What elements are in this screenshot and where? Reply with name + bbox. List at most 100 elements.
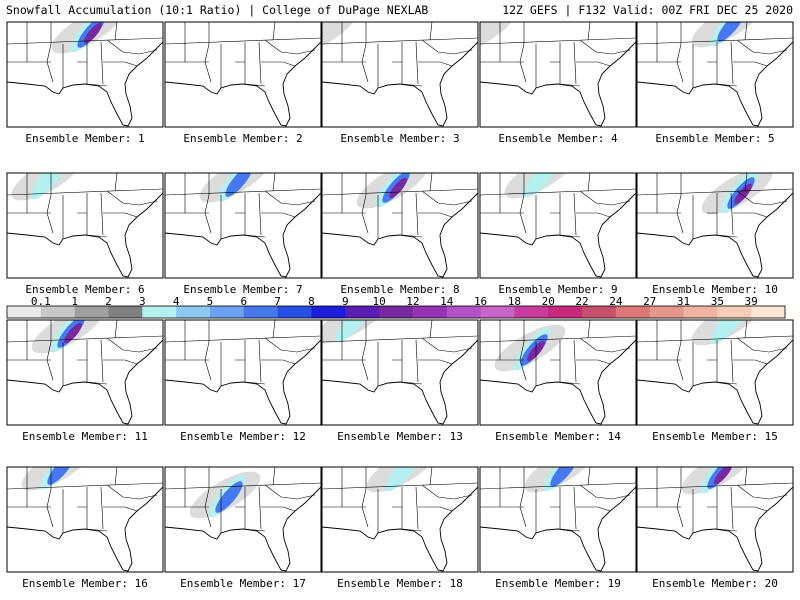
legend-label: 35: [711, 295, 724, 308]
snow-swath: [717, 22, 745, 42]
legend-frame: [6, 305, 786, 319]
map-content: [7, 22, 163, 127]
legend-label: 18: [508, 295, 521, 308]
map-panel: [6, 21, 164, 128]
panel-frame: [321, 466, 479, 573]
panel-label: Ensemble Member: 3: [340, 132, 459, 145]
legend-swatch: [311, 306, 346, 318]
panel-frame: [636, 466, 794, 573]
snow-swath: [215, 481, 243, 513]
map-content: [322, 467, 478, 572]
panel-frame: [636, 319, 794, 426]
legend-label: 7: [274, 295, 281, 308]
map-content: [480, 173, 636, 278]
map-content: [165, 173, 321, 278]
legend-label: 2: [105, 295, 112, 308]
map-panel: [164, 319, 322, 426]
legend-label: 22: [575, 295, 588, 308]
panel-label: Ensemble Member: 19: [495, 577, 621, 590]
panel-label: Ensemble Member: 7: [183, 283, 302, 296]
legend-swatch: [649, 306, 685, 318]
snow-swath: [335, 320, 373, 343]
panel-frame: [6, 466, 164, 573]
map-panel: [321, 172, 479, 279]
snow-light: [21, 467, 93, 491]
legend-swatch: [277, 306, 312, 318]
panel-frame: [479, 172, 637, 279]
legend-swatch: [7, 306, 42, 318]
legend-swatch: [615, 306, 651, 318]
panel-label: Ensemble Member: 14: [495, 430, 621, 443]
basemap: [7, 320, 163, 425]
map-content: [637, 22, 793, 127]
panel-label: Ensemble Member: 4: [498, 132, 618, 145]
map-panel: [636, 21, 794, 128]
panel-frame: [636, 172, 794, 279]
panel-frame: [321, 21, 479, 128]
legend-swatch: [446, 306, 482, 318]
legend-label: 12: [406, 295, 419, 308]
legend-label: 5: [207, 295, 214, 308]
header-right: 12Z GEFS | F132 Valid: 00Z FRI DEC 25 20…: [502, 3, 793, 17]
legend-label: 16: [474, 295, 487, 308]
panel-label: Ensemble Member: 2: [183, 132, 302, 145]
panel-label: Ensemble Member: 5: [655, 132, 774, 145]
map-panel: [479, 21, 637, 128]
snow-swath: [550, 467, 578, 487]
panel-frame: [479, 466, 637, 573]
map-content: [7, 173, 163, 278]
legend-label: 39: [745, 295, 758, 308]
panel-frame: [164, 466, 322, 573]
legend-label: 9: [342, 295, 349, 308]
map-panel: [6, 466, 164, 573]
map-content: [480, 467, 636, 572]
panel-label: Ensemble Member: 20: [652, 577, 778, 590]
panel-label: Ensemble Member: 8: [340, 283, 459, 296]
snow-light: [322, 320, 388, 344]
legend-swatch: [717, 306, 752, 318]
map-content: [480, 22, 636, 127]
basemap: [480, 22, 636, 127]
map-panel: [636, 319, 794, 426]
legend-label: 20: [542, 295, 555, 308]
panel-label: Ensemble Member: 13: [337, 430, 463, 443]
snow-swath: [385, 467, 423, 492]
map-panel: [321, 21, 479, 128]
panel-frame: [636, 21, 794, 128]
snow-swath: [47, 467, 75, 485]
map-content: [637, 173, 793, 278]
legend-swatch: [345, 306, 380, 318]
panel-label: Ensemble Member: 18: [337, 577, 463, 590]
snow-swath: [734, 183, 752, 205]
basemap: [165, 320, 321, 425]
snow-swath: [84, 22, 102, 44]
panel-label: Ensemble Member: 17: [180, 577, 306, 590]
panel-label: Ensemble Member: 16: [22, 577, 148, 590]
map-content: [637, 320, 793, 425]
legend-label: 4: [173, 295, 180, 308]
legend-swatch: [40, 306, 76, 318]
map-panel: [6, 319, 164, 426]
map-content: [322, 320, 478, 425]
map-panel: [6, 172, 164, 279]
map-content: [7, 467, 163, 572]
snow-swath: [30, 173, 68, 200]
map-panel: [164, 21, 322, 128]
legend-label: 31: [677, 295, 690, 308]
panel-frame: [6, 319, 164, 426]
legend-swatch: [514, 306, 549, 318]
legend-swatch: [480, 306, 515, 318]
legend-swatch: [142, 306, 177, 318]
legend-swatch: [683, 306, 718, 318]
map-content: [322, 173, 478, 278]
map-panel: [636, 466, 794, 573]
map-content: [480, 320, 636, 425]
snow-swath: [523, 173, 561, 198]
panel-label: Ensemble Member: 6: [25, 283, 144, 296]
snow-swath: [714, 467, 732, 485]
legend-swatch: [108, 306, 143, 318]
map-content: [322, 22, 478, 127]
panel-frame: [479, 319, 637, 426]
